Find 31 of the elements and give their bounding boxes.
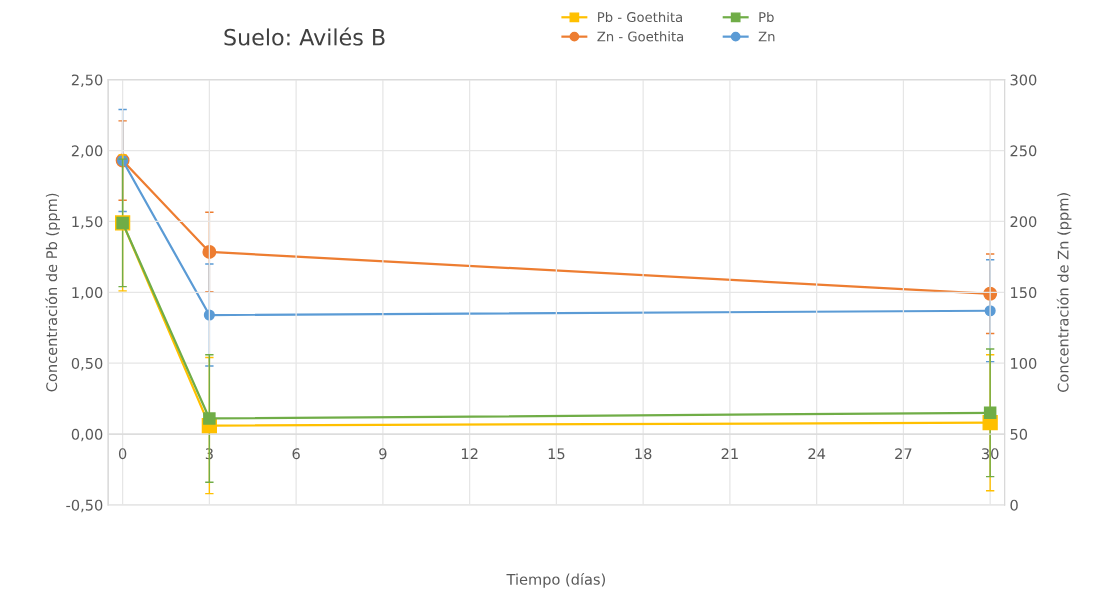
legend-label: Zn [758,31,775,42]
x-tick-label: 0 [118,448,127,460]
y-tick-label: -0,50 [66,499,103,513]
y2-tick-label: 200 [1010,216,1037,228]
y-tick-label: 0,00 [71,428,103,442]
y-tick-label: 0,50 [71,357,103,371]
y2-tick-label: 50 [1010,428,1028,440]
y-axis-title: Concentración de Pb (ppm) [45,193,61,392]
legend-label: Pb - Goethita [598,11,682,23]
y-tick-label: 2,50 [71,74,103,87]
x-tick-label: 12 [461,448,478,460]
x-axis-title: Tiempo (días) [506,572,605,588]
chart-title: Suelo: Avilés B [224,27,385,46]
x-tick-label: 18 [635,448,652,460]
y2-tick-label: 150 [1011,287,1037,299]
y2-tick-label: 250 [1010,145,1037,157]
legend-label: Zn - Goethita [597,31,684,42]
y-tick-label: 1,00 [72,287,103,300]
y-tick-label: 1,50 [72,216,103,229]
y2-axis-title: Concentración de Zn (ppm) [1056,193,1072,392]
y2-tick-label: 300 [1010,74,1037,86]
x-tick-label: 27 [895,448,912,460]
y2-tick-label: 0 [1010,499,1018,511]
x-tick-label: 21 [721,448,738,460]
x-tick-label: 9 [379,448,387,460]
x-tick-label: 15 [548,448,565,460]
x-tick-label: 6 [292,448,300,460]
y2-tick-label: 100 [1011,357,1037,369]
legend-label: Pb [759,11,774,23]
y-tick-label: 2,00 [71,145,103,158]
x-tick-label: 24 [808,448,826,460]
